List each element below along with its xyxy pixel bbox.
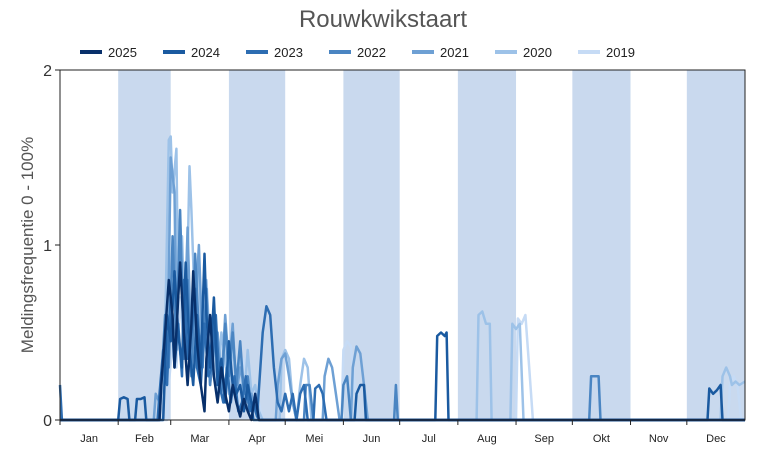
series-line-2025 xyxy=(60,261,745,422)
x-tick-label: Mar xyxy=(190,433,209,445)
y-tick-label: 0 xyxy=(43,413,52,430)
month-shading xyxy=(118,70,745,420)
y-tick-label: 2 xyxy=(43,63,52,80)
x-axis-ticks: Jan Feb Mar Apr Mei Jun Jul Aug Sep Okt Nov Dec xyxy=(59,420,726,445)
x-tick-label: Jun xyxy=(363,433,381,445)
legend-label-2024: 2024 xyxy=(191,45,220,60)
legend-label-2021: 2021 xyxy=(440,45,469,60)
y-tick-label: 1 xyxy=(43,238,52,255)
shade-dec xyxy=(686,70,745,420)
x-tick-label: Jul xyxy=(422,433,436,445)
x-tick-label: Sep xyxy=(534,433,554,445)
y-axis-ticks: 0 1 2 xyxy=(43,63,60,430)
y-axis-label: Meldingsfrequentie 0 - 100% xyxy=(18,137,37,353)
x-tick-label: Okt xyxy=(593,433,610,445)
x-tick-label: Nov xyxy=(649,433,669,445)
x-tick-label: Mei xyxy=(305,433,323,445)
shade-okt xyxy=(572,70,631,420)
legend-label-2023: 2023 xyxy=(274,45,303,60)
x-tick-label: Dec xyxy=(706,433,726,445)
x-tick-label: Feb xyxy=(135,433,154,445)
legend-label-2020: 2020 xyxy=(523,45,552,60)
legend: 2025 2024 2023 2022 2021 2020 2019 xyxy=(80,45,635,60)
x-tick-label: Jan xyxy=(80,433,98,445)
series-lines xyxy=(58,135,746,422)
x-tick-label: Aug xyxy=(477,433,497,445)
shade-aug xyxy=(457,70,517,420)
chart-title: Rouwkwikstaart xyxy=(299,6,467,33)
series-line-2024 xyxy=(60,252,745,422)
legend-label-2022: 2022 xyxy=(357,45,386,60)
legend-label-2019: 2019 xyxy=(606,45,635,60)
legend-label-2025: 2025 xyxy=(108,45,137,60)
x-tick-label: Apr xyxy=(248,433,265,445)
